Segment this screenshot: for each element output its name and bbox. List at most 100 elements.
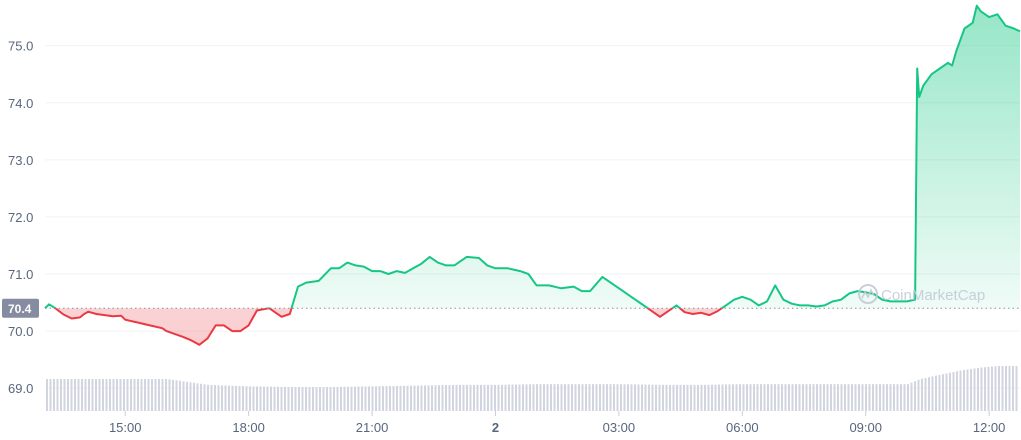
volume-bar [868, 384, 871, 411]
volume-bar [53, 379, 55, 411]
x-tick-label: 2 [492, 420, 499, 435]
volume-bar [613, 384, 615, 411]
volume-bar [837, 384, 839, 411]
volume-bar [984, 367, 986, 411]
volume-bar [1015, 366, 1018, 411]
volume-bar [851, 384, 853, 411]
volume-bar [931, 376, 934, 411]
volume-bar [224, 385, 227, 411]
price-line-down [45, 308, 724, 346]
reference-value-text: 70.4 [8, 302, 32, 316]
volume-bar [567, 384, 570, 411]
volume-bar [56, 379, 59, 411]
x-tick-label: 06:00 [726, 420, 759, 435]
volume-bar [340, 386, 342, 411]
volume-bar [245, 386, 248, 411]
volume-bar [207, 384, 209, 411]
volume-bar [354, 386, 356, 411]
volume-bar [466, 384, 468, 411]
volume-bar [952, 372, 955, 411]
x-axis: 15:00 18:00 21:00 2 03:00 06:00 09:00 12:00 [109, 411, 1005, 435]
volume-bar [438, 385, 440, 411]
volume-bar [553, 384, 556, 411]
volume-bar [606, 384, 608, 411]
volume-bar [179, 380, 181, 411]
volume-bar [480, 384, 482, 411]
x-tick-label: 21:00 [356, 420, 389, 435]
volume-bar [588, 384, 591, 411]
volume-bar [189, 382, 192, 411]
volume-bar [942, 374, 944, 411]
volume-bar [469, 384, 472, 411]
volume-bar [938, 374, 941, 411]
volume-bar [368, 386, 370, 411]
volume-bar [907, 384, 909, 411]
volume-bar [158, 379, 160, 411]
volume-bar [193, 382, 195, 411]
volume-bar [840, 384, 843, 411]
volume-bar [949, 372, 951, 411]
volume-bar [105, 379, 108, 411]
volume-bar [319, 387, 321, 411]
volume-bar [1005, 366, 1007, 411]
volume-bar [490, 384, 493, 411]
volume-bar [361, 386, 363, 411]
volume-bar [427, 385, 430, 411]
volume-bar [812, 384, 815, 411]
volume-bar [147, 379, 150, 411]
volume-bar [865, 384, 867, 411]
volume-bar [872, 384, 874, 411]
volume-bar [879, 384, 881, 411]
volume-bar [770, 384, 773, 411]
volume-bar [574, 384, 577, 411]
volume-bar [347, 386, 349, 411]
volume-bar [434, 385, 437, 411]
volume-bar [133, 379, 136, 411]
x-tick-label: 18:00 [232, 420, 265, 435]
volume-bar [154, 379, 157, 411]
volume-bar [375, 386, 377, 411]
volume-bar [662, 384, 664, 411]
volume-bar [483, 384, 486, 411]
y-tick-label: 71.0 [8, 267, 33, 282]
volume-bar [672, 384, 675, 411]
x-tick-label: 12:00 [973, 420, 1006, 435]
volume-bar [532, 384, 535, 411]
volume-bar [959, 370, 962, 411]
volume-bar [116, 379, 118, 411]
volume-bar [973, 368, 976, 411]
volume-bar [60, 379, 62, 411]
volume-bar [522, 384, 524, 411]
volume-bar [70, 379, 73, 411]
volume-bar [308, 387, 311, 411]
volume-bar [294, 387, 297, 411]
volume-bar [889, 384, 892, 411]
volume-bar [210, 384, 213, 411]
volume-bar [924, 377, 927, 411]
volume-bar [518, 384, 521, 411]
volume-bar [592, 384, 594, 411]
volume-bar [326, 387, 328, 411]
volume-bar [364, 386, 367, 411]
y-tick-label: 72.0 [8, 210, 33, 225]
volume-bar [49, 379, 52, 411]
x-tick-label: 15:00 [109, 420, 142, 435]
volume-bar [767, 384, 769, 411]
volume-bar [249, 386, 251, 411]
volume-bar [203, 384, 206, 411]
volume-bar [263, 386, 265, 411]
volume-bar [980, 367, 983, 411]
volume-bar [910, 382, 913, 411]
volume-bar [137, 379, 139, 411]
volume-bar [343, 386, 346, 411]
volume-bar [728, 384, 731, 411]
volume-bar [858, 384, 860, 411]
volume-bar [511, 384, 514, 411]
volume-bar [756, 384, 759, 411]
volume-bar [424, 385, 426, 411]
volume-bar [998, 366, 1000, 411]
volume-bar [186, 381, 188, 411]
volume-bar [487, 384, 489, 411]
volume-bar [977, 368, 979, 411]
